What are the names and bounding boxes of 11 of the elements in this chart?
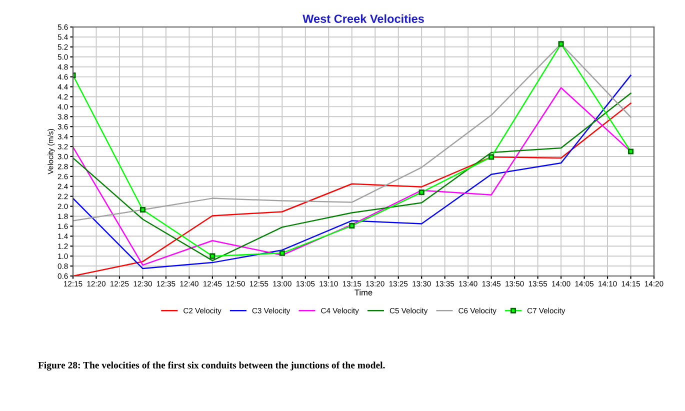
point — [279, 250, 285, 256]
point — [210, 253, 216, 259]
point — [418, 190, 424, 196]
point — [558, 41, 564, 47]
point — [628, 148, 634, 154]
point — [349, 222, 355, 228]
point — [140, 206, 146, 213]
point — [488, 154, 494, 160]
caption: Figure 28: The velocities of the first six conduits between the junctions of the model. — [38, 362, 385, 370]
chart-title: West Creek Velocities — [302, 14, 424, 23]
x-axis-title: Time — [354, 289, 372, 296]
